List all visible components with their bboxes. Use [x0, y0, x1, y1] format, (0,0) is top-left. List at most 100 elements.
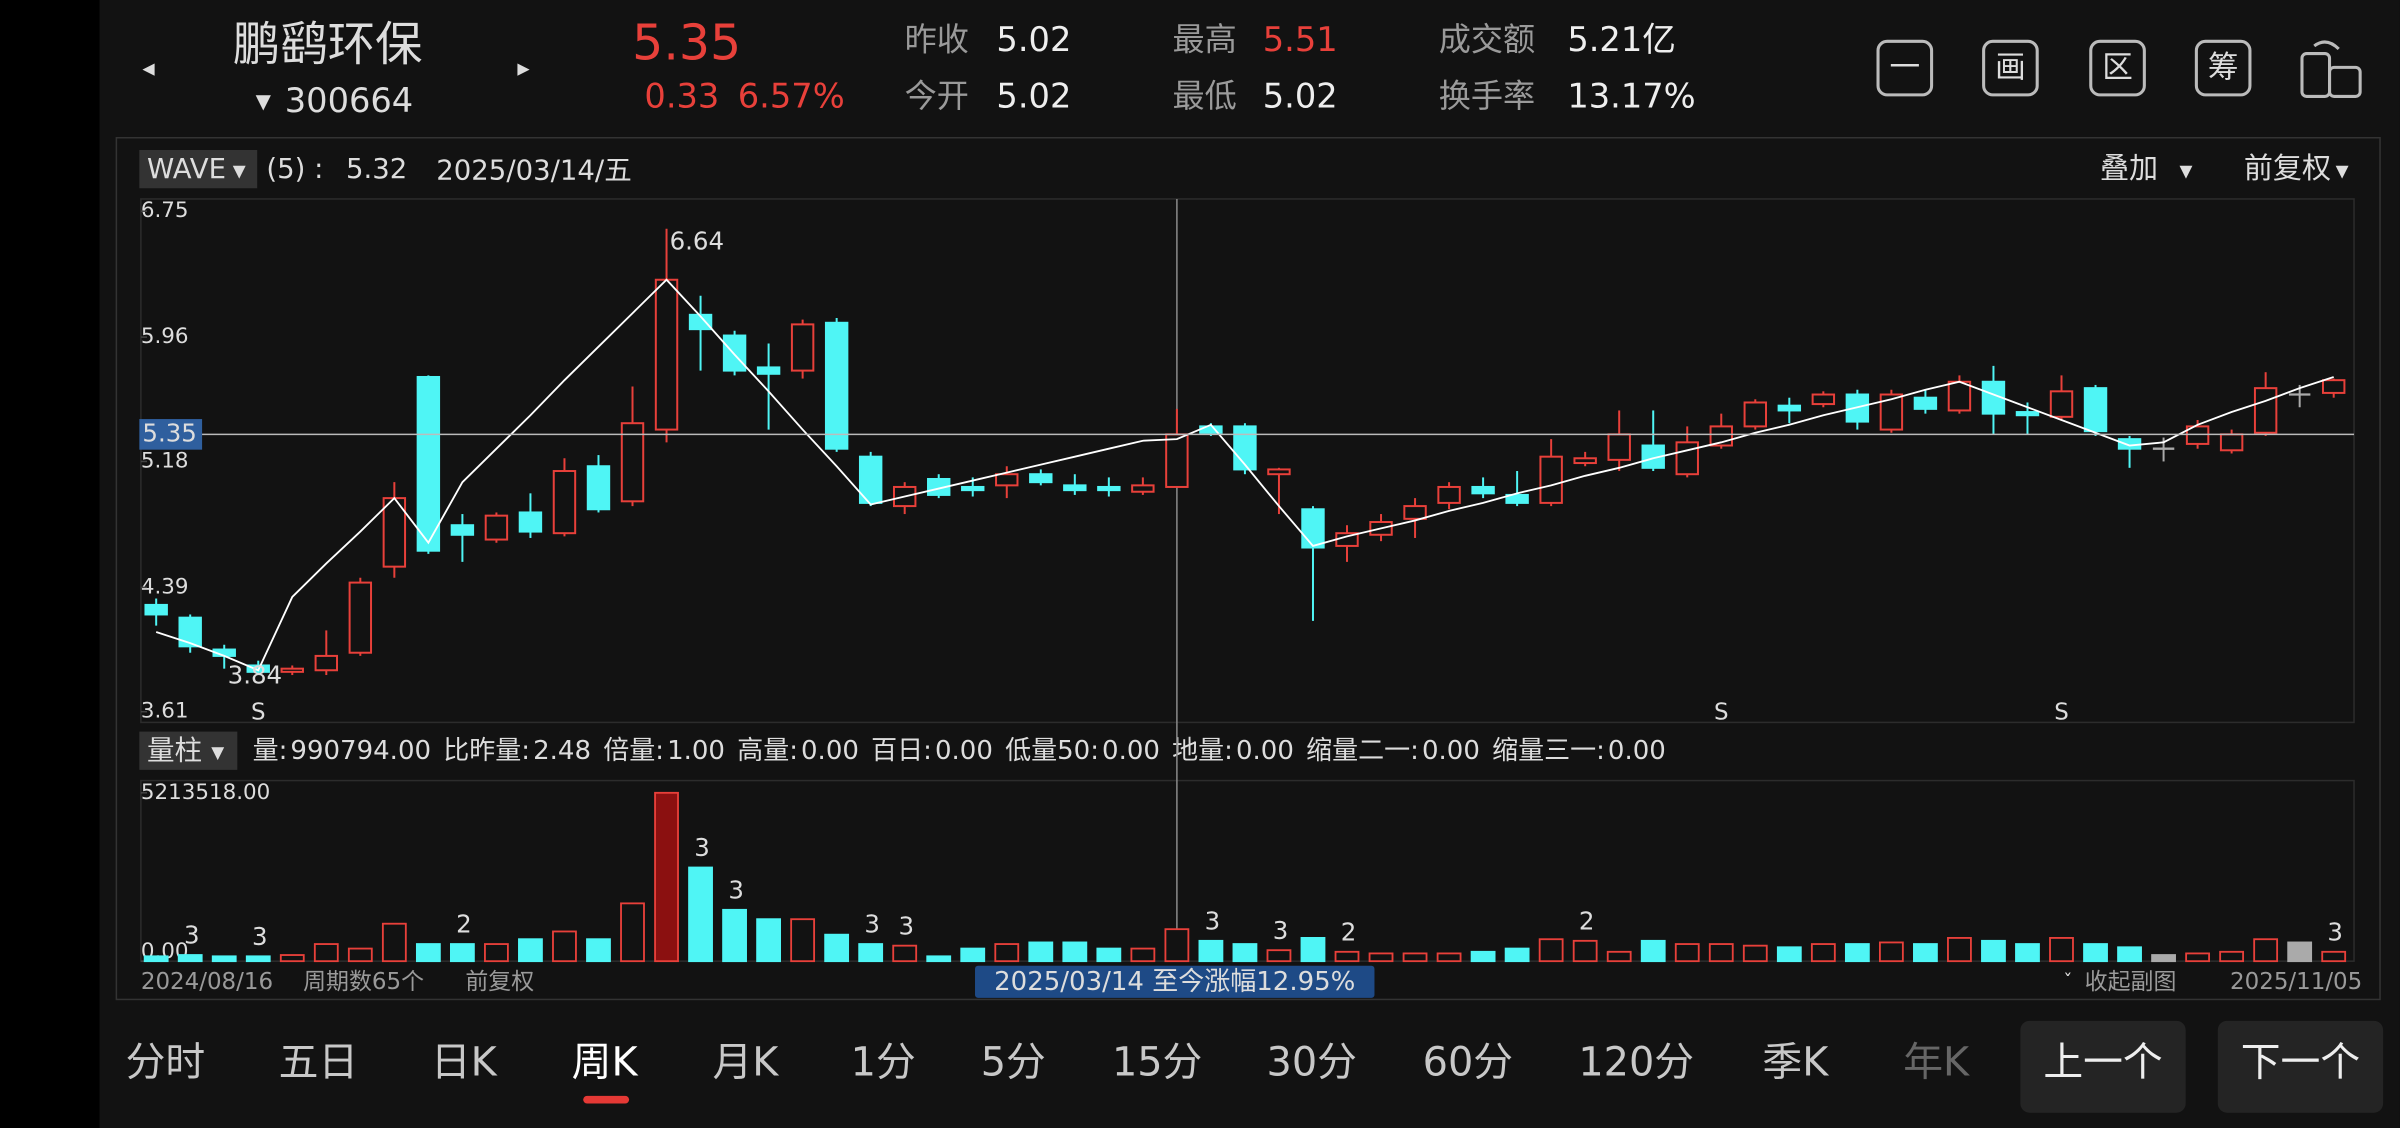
candle-body	[1131, 484, 1155, 493]
code-arrow[interactable]: ▼	[256, 90, 272, 113]
legend-name: 倍量:	[603, 736, 664, 766]
prev-stock[interactable]: ◂	[142, 53, 155, 82]
volume-bar	[2185, 952, 2210, 963]
legend-name: 量:	[253, 736, 288, 766]
candle-body	[2083, 387, 2108, 433]
volume-bar	[1844, 943, 1870, 963]
signal: S	[2054, 700, 2069, 726]
volume-bar	[2117, 946, 2142, 963]
next-stock[interactable]: ▸	[517, 53, 530, 82]
stock-code: 300664	[285, 81, 413, 120]
volume-bar	[211, 955, 237, 963]
indicator-value: 5.32	[346, 153, 407, 185]
legend-value: 0.00	[801, 736, 859, 766]
overlay[interactable]: 叠加	[2100, 151, 2158, 185]
candle-body	[2253, 387, 2278, 434]
stat-label: 最低	[1172, 77, 1236, 115]
tab[interactable]: 1分	[851, 1040, 916, 1086]
indicator-selector[interactable]	[139, 149, 258, 189]
tab[interactable]: 月K	[712, 1040, 779, 1086]
volume-bar	[177, 954, 203, 963]
tab[interactable]: 日K	[431, 1040, 498, 1086]
candle-body	[790, 323, 815, 372]
period-count: 周期数65个	[303, 969, 424, 995]
volume-bar	[2321, 950, 2347, 963]
volume-bar	[2049, 937, 2074, 963]
change: 0.33	[644, 76, 719, 115]
volume-bar	[415, 943, 441, 963]
volume-selector[interactable]	[139, 731, 238, 770]
collapse-arrow: ˇ	[2063, 972, 2072, 993]
volume-bar	[790, 918, 816, 963]
tab[interactable]: 5分	[981, 1040, 1046, 1086]
stat-label: 最高	[1172, 20, 1236, 58]
candle-body	[518, 511, 543, 533]
volume-tick-label: 5213518.00	[141, 780, 270, 805]
volume-bar	[1198, 939, 1224, 963]
icon-button[interactable]: 一	[1876, 39, 1934, 97]
stat-value: 5.51	[1263, 20, 1338, 59]
candle-body	[450, 524, 475, 536]
tab[interactable]: 五日	[279, 1040, 359, 1086]
stat-label: 昨收	[905, 20, 969, 58]
current-price-label: 5.35	[142, 418, 196, 447]
candle-body	[1165, 433, 1189, 488]
volume-bar	[586, 938, 611, 963]
volume-signal: 2	[456, 910, 472, 939]
tab[interactable]: 年K	[1903, 1040, 1970, 1086]
y-tick-label: 5.18	[141, 448, 189, 473]
candle-body	[1777, 404, 1802, 412]
volume-bar	[552, 930, 577, 963]
volume-bar	[688, 866, 713, 963]
dropdown-arrow: ▼	[211, 742, 224, 762]
candle-body	[1947, 380, 1972, 412]
candle-body	[1505, 493, 1529, 504]
volume-signal: 3	[252, 922, 268, 951]
icon-button[interactable]: 画	[1982, 39, 2039, 97]
volume-bar	[1266, 949, 1292, 963]
candle-body	[1097, 485, 1121, 492]
volume-bar	[1674, 943, 1700, 963]
candle-body	[688, 313, 713, 331]
icon-button[interactable]: 筹	[2194, 39, 2252, 97]
chart-panel	[115, 136, 2381, 1001]
rotate-button[interactable]	[2300, 40, 2362, 98]
candle-body	[824, 321, 849, 450]
adjust[interactable]: 前复权	[2244, 151, 2331, 185]
tab[interactable]: 30分	[1267, 1040, 1357, 1086]
candle-body	[2015, 411, 2040, 417]
nav-button[interactable]	[2217, 1020, 2384, 1113]
icon-label: 画	[1995, 50, 2026, 85]
candle-body	[620, 422, 645, 503]
tab[interactable]: 分时	[126, 1040, 206, 1086]
volume-signal: 3	[1205, 906, 1221, 935]
volume-bar	[2287, 941, 2313, 963]
candle-body	[2321, 379, 2346, 394]
indicator-name: WAVE	[147, 153, 226, 185]
y-tick-label: 3.61	[141, 699, 189, 724]
tab[interactable]: 季K	[1762, 1040, 1829, 1086]
volume-signal: 3	[184, 921, 200, 950]
stat-label: 今开	[905, 77, 969, 115]
gain-badge	[975, 965, 1375, 998]
nav-button[interactable]	[2020, 1020, 2186, 1113]
volume-bar	[1504, 947, 1530, 963]
y-tick-label: 4.39	[141, 574, 189, 599]
volume-bar	[1981, 939, 2006, 963]
volume-bar	[1334, 950, 1360, 963]
candle-body	[484, 514, 509, 541]
icon-button[interactable]: 区	[2089, 39, 2146, 97]
tab[interactable]: 60分	[1423, 1040, 1513, 1086]
volume-bar	[1572, 939, 1598, 963]
tab-active[interactable]: 周K	[572, 1040, 639, 1086]
volume-signal: 3	[728, 875, 744, 904]
volume-bar	[960, 947, 986, 963]
candle-body	[416, 375, 441, 552]
volume-signal: 3	[898, 911, 914, 940]
tab[interactable]: 15分	[1112, 1040, 1202, 1086]
collapse[interactable]: 收起副图	[2085, 969, 2177, 995]
candle-body	[756, 366, 781, 375]
y-tick-label: 5.96	[141, 324, 189, 349]
tab[interactable]: 120分	[1578, 1040, 1694, 1086]
